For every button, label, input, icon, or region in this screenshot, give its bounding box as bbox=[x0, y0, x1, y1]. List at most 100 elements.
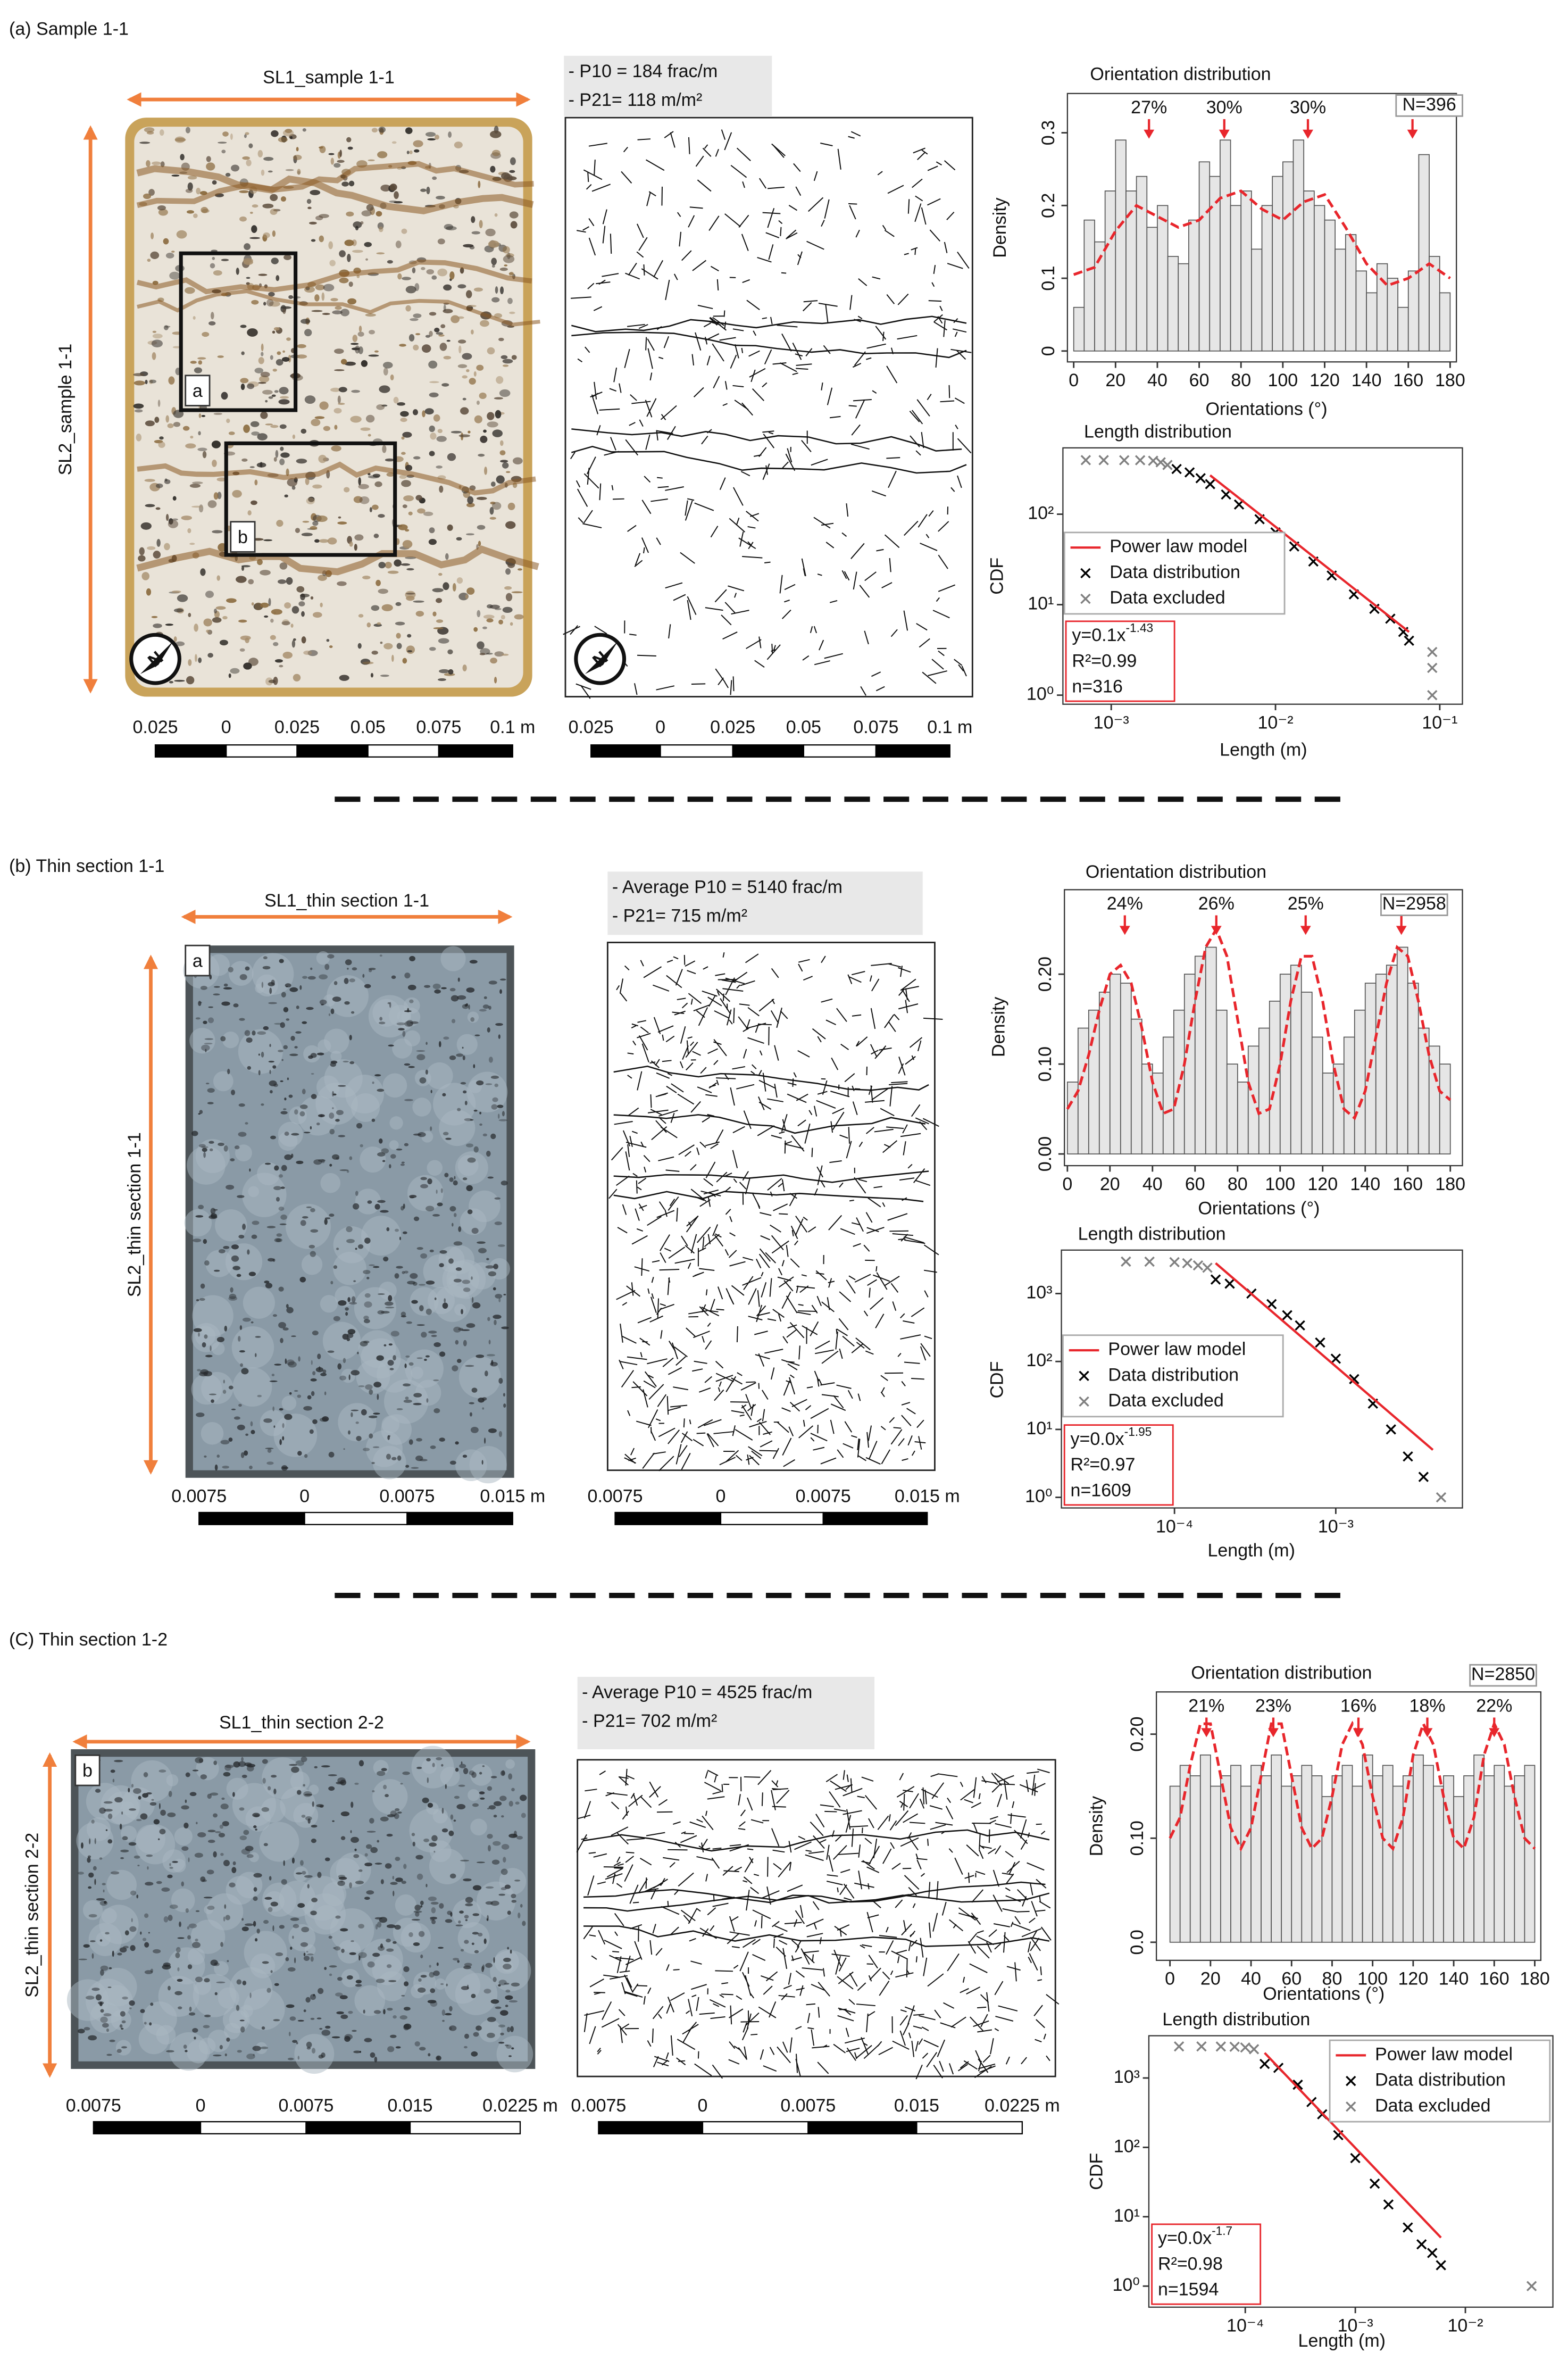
scale-segment bbox=[198, 1511, 305, 1525]
clast bbox=[213, 1071, 233, 1092]
dark-grain bbox=[449, 988, 456, 992]
mineral-grain bbox=[462, 375, 468, 379]
mineral-grain bbox=[511, 355, 517, 360]
dark-grain bbox=[462, 1454, 468, 1458]
fracture-trace bbox=[613, 498, 624, 500]
marker-stroke bbox=[1292, 2079, 1303, 2090]
fracture-trace bbox=[739, 1951, 749, 1972]
fracture-trace bbox=[787, 1082, 797, 1086]
fracture-trace bbox=[781, 1993, 788, 2000]
peak-label: 27% bbox=[1131, 97, 1167, 118]
fracture-trace bbox=[854, 1882, 874, 1888]
dark-grain bbox=[223, 1860, 230, 1866]
dark-grain bbox=[278, 1322, 286, 1328]
mineral-grain bbox=[382, 445, 387, 453]
mineral-grain bbox=[288, 295, 294, 300]
clast bbox=[249, 1852, 259, 1863]
fracture-trace bbox=[639, 1204, 647, 1209]
dark-grain bbox=[404, 972, 411, 979]
fracture-trace bbox=[789, 1194, 797, 1207]
dark-grain bbox=[269, 1044, 271, 1048]
dark-grain bbox=[221, 1797, 225, 1800]
mineral-grain bbox=[303, 650, 312, 655]
mineral-grain bbox=[278, 137, 288, 143]
fracture-trace bbox=[596, 281, 611, 285]
scale-label: 0.075 bbox=[416, 717, 461, 737]
bar bbox=[1194, 955, 1206, 1154]
fracture-trace bbox=[743, 1110, 752, 1129]
fracture-trace bbox=[801, 1274, 807, 1277]
fracture-trace bbox=[978, 2063, 996, 2069]
dark-grain bbox=[505, 1995, 513, 2000]
mineral-grain bbox=[469, 245, 475, 250]
dark-grain bbox=[488, 1845, 491, 1852]
fracture-trace bbox=[710, 1299, 715, 1312]
dark-grain bbox=[332, 1107, 334, 1109]
fracture-trace bbox=[662, 1034, 664, 1041]
fracture-trace bbox=[690, 1960, 702, 1965]
clast bbox=[252, 953, 294, 995]
fracture-trace bbox=[852, 1014, 862, 1017]
dark-grain bbox=[379, 1021, 386, 1025]
dark-grain bbox=[231, 1090, 236, 1095]
fracture-trace bbox=[777, 2046, 791, 2064]
fracture-trace bbox=[677, 212, 681, 217]
fracture-trace bbox=[940, 400, 955, 403]
fracture-trace bbox=[631, 1282, 634, 1296]
height-label: SL2_thin section 1-1 bbox=[124, 1132, 145, 1297]
fracture-trace bbox=[877, 1815, 889, 1830]
mineral-grain bbox=[270, 635, 276, 641]
fracture-trace bbox=[725, 1186, 731, 1192]
dark-grain bbox=[380, 1943, 383, 1949]
mineral-grain bbox=[471, 329, 474, 335]
mineral-grain bbox=[368, 354, 379, 357]
fracture-trace bbox=[624, 1992, 638, 1997]
bar bbox=[1109, 974, 1121, 1154]
fracture-trace bbox=[773, 1203, 788, 1211]
clast bbox=[131, 1760, 173, 1802]
fracture-trace bbox=[668, 624, 671, 639]
dark-grain bbox=[194, 2036, 196, 2040]
fracture-trace bbox=[655, 1948, 663, 1956]
dark-grain bbox=[288, 1361, 297, 1368]
dark-grain bbox=[494, 1221, 503, 1225]
fracture-trace bbox=[730, 680, 732, 695]
mineral-grain bbox=[333, 408, 342, 414]
fracture-trace bbox=[818, 1982, 830, 1997]
fracture-trace bbox=[630, 1793, 635, 1799]
dark-grain bbox=[321, 2052, 326, 2058]
dark-grain bbox=[310, 1126, 312, 1129]
dark-grain bbox=[316, 1052, 324, 1055]
dark-grain bbox=[394, 1924, 401, 1930]
dark-grain bbox=[444, 1173, 449, 1178]
bar bbox=[1098, 992, 1111, 1154]
mineral-grain bbox=[368, 475, 380, 479]
marker-stroke bbox=[1386, 1424, 1396, 1435]
fracture-trace bbox=[694, 2063, 712, 2076]
dark-grain bbox=[352, 2030, 357, 2032]
fracture-trace bbox=[889, 1820, 897, 1831]
fracture-trace bbox=[734, 400, 749, 410]
sub-area-label-bg bbox=[185, 944, 211, 977]
fracture-trace bbox=[677, 998, 686, 1001]
fracture-trace bbox=[900, 1133, 921, 1137]
dark-grain bbox=[486, 1258, 489, 1260]
fracture-trace bbox=[918, 2038, 923, 2045]
dark-grain bbox=[187, 1964, 193, 1969]
fracture-trace bbox=[749, 1420, 767, 1428]
fracture-trace bbox=[647, 2040, 652, 2047]
fracture-trace bbox=[784, 1140, 786, 1154]
dark-grain bbox=[322, 1369, 327, 1374]
dark-grain bbox=[309, 1429, 314, 1434]
fracture-trace bbox=[867, 1279, 877, 1286]
clast bbox=[427, 1160, 443, 1176]
fracture-trace bbox=[641, 1043, 649, 1062]
mineral-grain bbox=[265, 677, 273, 686]
fracture-trace bbox=[948, 1848, 953, 1853]
x-axis-label: Orientations (°) bbox=[1263, 1984, 1384, 2004]
sub-area-box bbox=[179, 251, 298, 412]
mineral-grain bbox=[206, 156, 211, 162]
fracture-trace bbox=[692, 1051, 701, 1056]
mineral-grain bbox=[228, 673, 231, 678]
fracture-trace bbox=[769, 2001, 777, 2018]
